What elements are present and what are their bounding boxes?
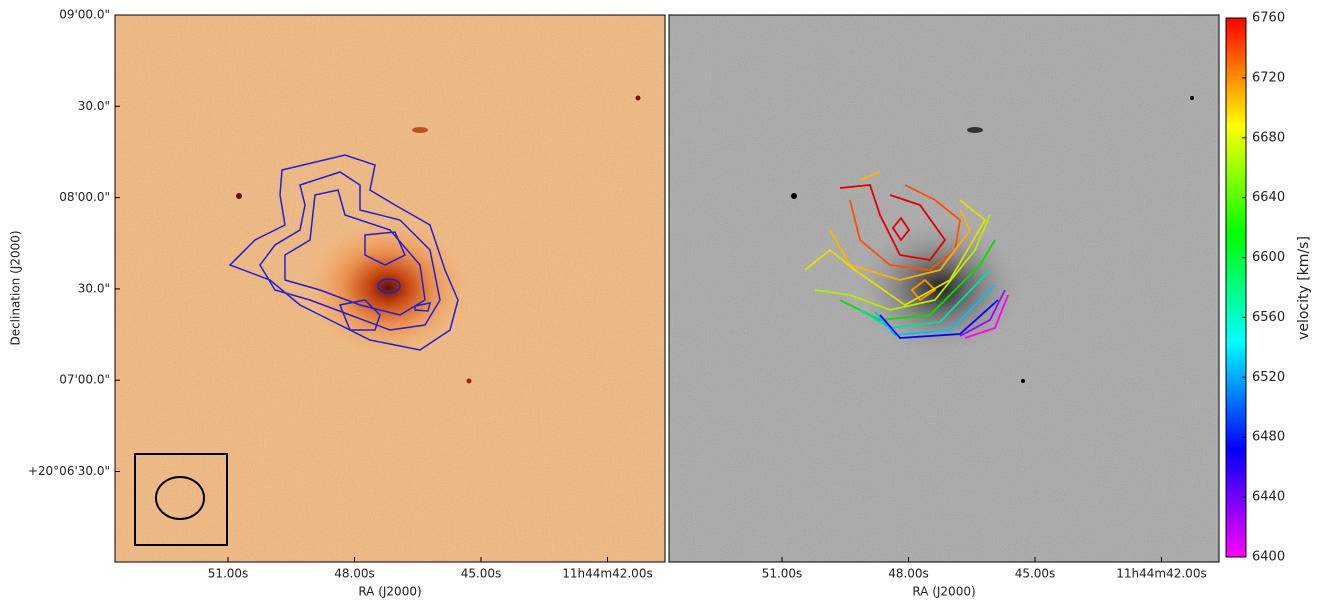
colorbar-tick-label: 6760 bbox=[1252, 11, 1285, 26]
colorbar-tick-label: 6440 bbox=[1252, 490, 1285, 505]
x-tick-label: 45.00s bbox=[1015, 567, 1056, 581]
colorbar-label: velocity [km/s] bbox=[1296, 236, 1312, 340]
x-tick-label: 51.00s bbox=[208, 567, 249, 581]
colorbar-tick-label: 6400 bbox=[1252, 550, 1285, 565]
x-axis-label: RA (J2000) bbox=[912, 585, 975, 599]
colorbar-tick-label: 6480 bbox=[1252, 430, 1285, 445]
y-tick-label: 30.0" bbox=[78, 99, 110, 113]
y-tick-label: 09'00.0" bbox=[59, 8, 110, 22]
x-tick-label: 48.00s bbox=[334, 567, 375, 581]
y-tick-label: +20°06'30.0" bbox=[28, 464, 110, 478]
colorbar bbox=[1226, 18, 1246, 557]
x-tick-label: 11h44m42.00s bbox=[1116, 567, 1206, 581]
left-image bbox=[115, 15, 665, 562]
figure: RA (J2000) RA (J2000) Declination (J2000… bbox=[0, 0, 1323, 602]
x-tick-label: 45.00s bbox=[461, 567, 502, 581]
colorbar-tick-label: 6680 bbox=[1252, 130, 1285, 145]
colorbar-tick-label: 6520 bbox=[1252, 370, 1285, 385]
x-axis-label: RA (J2000) bbox=[358, 585, 421, 599]
y-axis-label: Declination (J2000) bbox=[9, 230, 23, 345]
colorbar-tick-label: 6600 bbox=[1252, 250, 1285, 265]
right-image bbox=[669, 15, 1219, 562]
x-tick-label: 11h44m42.00s bbox=[562, 567, 652, 581]
y-tick-label: 07'00.0" bbox=[59, 373, 110, 387]
colorbar-tick-label: 6560 bbox=[1252, 310, 1285, 325]
colorbar-tick-label: 6720 bbox=[1252, 70, 1285, 85]
x-tick-label: 51.00s bbox=[762, 567, 803, 581]
x-tick-label: 48.00s bbox=[888, 567, 929, 581]
y-tick-label: 08'00.0" bbox=[59, 190, 110, 204]
colorbar-tick-label: 6640 bbox=[1252, 190, 1285, 205]
y-tick-label: 30.0" bbox=[78, 281, 110, 295]
